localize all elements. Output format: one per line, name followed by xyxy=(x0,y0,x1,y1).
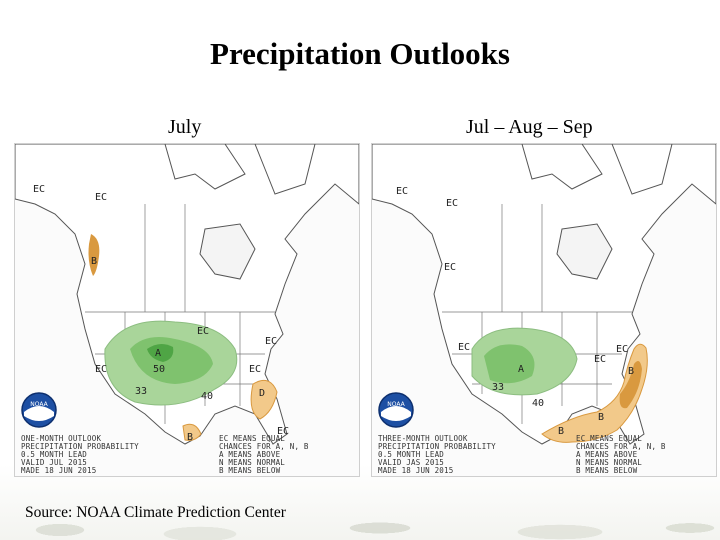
region-label: EC xyxy=(95,364,107,375)
logo-text: NOAA xyxy=(387,401,405,408)
legend-line: VALID JUL 2015 xyxy=(21,458,87,467)
hudson-bay xyxy=(199,223,256,280)
region-label: EC xyxy=(446,198,458,209)
north-america-landmass xyxy=(15,144,359,445)
region-label: 40 xyxy=(532,398,544,409)
below-normal-area-southeast xyxy=(250,379,278,420)
region-label: EC xyxy=(616,344,628,355)
region-label: EC xyxy=(33,184,45,195)
map-canvas-jas: EC EC EC EC EC A 40 33 EC B B B NOAA THR… xyxy=(372,144,716,475)
legend-line: ONE-MONTH OUTLOOK xyxy=(21,434,101,443)
hudson-bay xyxy=(556,223,613,280)
region-label: EC xyxy=(265,336,277,347)
region-label: EC xyxy=(444,262,456,273)
key-line: CHANCES FOR A, N, B xyxy=(576,442,666,451)
key-line: EC MEANS EQUAL xyxy=(576,434,642,443)
key-line: A MEANS ABOVE xyxy=(219,450,281,459)
region-label: B xyxy=(628,366,634,377)
above-normal-area-core xyxy=(147,343,174,362)
map-label-july: July xyxy=(168,116,202,138)
map-legend: ONE-MONTH OUTLOOK PRECIPITATION PROBABIL… xyxy=(21,434,309,475)
region-label: 40 xyxy=(201,391,213,402)
below-normal-area-texas xyxy=(182,423,202,441)
region-label: 33 xyxy=(135,386,147,397)
slide-title: Precipitation Outlooks xyxy=(210,36,510,71)
precipitation-map-july: EC EC B EC EC EC A 50 40 33 EC D EC B NO… xyxy=(14,143,360,477)
region-label: 33 xyxy=(492,382,504,393)
key-line: EC MEANS EQUAL xyxy=(219,434,285,443)
legend-line: MADE 18 JUN 2015 xyxy=(21,466,96,475)
region-label: B xyxy=(558,426,564,437)
region-label: 50 xyxy=(153,364,165,375)
region-label: EC xyxy=(458,342,470,353)
arctic-islands xyxy=(521,144,673,195)
region-label: EC xyxy=(594,354,606,365)
key-line: B MEANS BELOW xyxy=(219,466,281,475)
below-normal-area-pacific-nw xyxy=(88,234,100,276)
region-label: EC xyxy=(197,326,209,337)
key-line: B MEANS BELOW xyxy=(576,466,638,475)
above-normal-area-inner xyxy=(484,344,535,384)
map-canvas-july: EC EC B EC EC EC A 50 40 33 EC D EC B NO… xyxy=(15,144,359,475)
key-line: N MEANS NORMAL xyxy=(576,458,642,467)
region-label: B xyxy=(187,432,193,443)
legend-line: MADE 18 JUN 2015 xyxy=(378,466,453,475)
below-normal-area-core xyxy=(619,360,642,409)
region-label: A xyxy=(518,364,524,375)
noaa-logo-icon: NOAA xyxy=(21,392,57,428)
legend-line: THREE-MONTH OUTLOOK xyxy=(378,434,468,443)
logo-text: NOAA xyxy=(30,401,48,408)
noaa-logo-icon: NOAA xyxy=(378,392,414,428)
camouflage-border xyxy=(0,518,720,540)
region-label: D xyxy=(259,388,265,399)
region-label: EC xyxy=(95,192,107,203)
legend-line: VALID JAS 2015 xyxy=(378,458,444,467)
map-label-jas: Jul – Aug – Sep xyxy=(466,116,593,138)
region-label: B xyxy=(598,412,604,423)
region-label: A xyxy=(155,348,161,359)
region-label: EC xyxy=(277,426,289,437)
key-line: CHANCES FOR A, N, B xyxy=(219,442,309,451)
region-label: EC xyxy=(396,186,408,197)
arctic-islands xyxy=(164,144,316,195)
region-label: EC xyxy=(249,364,261,375)
source-citation: Source: NOAA Climate Prediction Center xyxy=(25,504,286,521)
legend-line: PRECIPITATION PROBABILITY xyxy=(21,442,139,451)
legend-line: 0.5 MONTH LEAD xyxy=(378,450,444,459)
below-normal-area-gulf-atlantic xyxy=(541,343,648,443)
precipitation-map-jas: EC EC EC EC EC A 40 33 EC B B B NOAA THR… xyxy=(371,143,717,477)
legend-line: PRECIPITATION PROBABILITY xyxy=(378,442,496,451)
legend-line: 0.5 MONTH LEAD xyxy=(21,450,87,459)
key-line: N MEANS NORMAL xyxy=(219,458,285,467)
key-line: A MEANS ABOVE xyxy=(576,450,638,459)
map-legend: THREE-MONTH OUTLOOK PRECIPITATION PROBAB… xyxy=(378,434,666,475)
region-label: B xyxy=(91,256,97,267)
